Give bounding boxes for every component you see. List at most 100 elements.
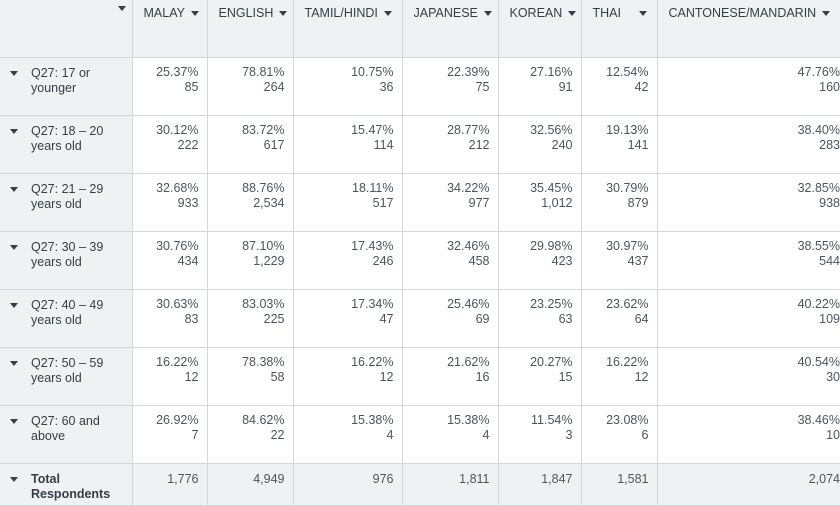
cell-percent: 38.55% [797,238,840,253]
data-cell: 23.08% 6 [580,405,657,464]
cell-count: 85 [184,79,199,94]
total-cell: 1,581 [580,463,657,506]
cell-percent: 11.54% [531,412,573,427]
chevron-down-icon[interactable] [10,418,18,424]
row-header[interactable]: Q27: 17 or younger [0,57,132,116]
column-header-thai[interactable]: THAI [580,0,657,58]
chevron-down-icon[interactable] [117,6,126,11]
row-header[interactable]: Q27: 21 – 29 years old [0,173,132,232]
cell-count: 544 [819,253,840,268]
cell-count: 222 [177,137,199,152]
data-cell: 78.81% 264 [206,57,293,116]
cell-percent: 78.38% [242,354,285,369]
cell-count: 75 [475,79,490,94]
row-label: Q27: 21 – 29 years old [31,181,104,211]
data-cell: 38.40% 283 [656,115,840,174]
cell-count: 91 [558,79,573,94]
column-header-label: CANTONESE/MANDARIN [668,6,817,20]
cell-percent: 25.37% [156,64,199,79]
chevron-down-icon[interactable] [10,128,18,134]
column-header-malay[interactable]: MALAY [131,0,207,58]
cell-percent: 23.62% [606,296,649,311]
chevron-down-icon[interactable] [10,186,18,192]
cell-count: 10 [826,427,840,442]
cell-percent: 12.54% [606,64,649,79]
column-header-cantonese-mandarin[interactable]: CANTONESE/MANDARIN [656,0,840,58]
cell-percent: 30.63% [156,296,199,311]
data-cell: 21.62% 16 [401,347,498,406]
chevron-down-icon[interactable] [10,476,18,482]
row-header[interactable]: Q27: 18 – 20 years old [0,115,132,174]
cell-percent: 30.12% [156,122,199,137]
chevron-down-icon[interactable] [483,10,492,16]
cell-percent: 32.46% [447,238,490,253]
cell-count: 7 [191,427,199,442]
row-label: Q27: 30 – 39 years old [31,239,104,269]
cell-count: 933 [177,195,199,210]
column-header-label: ENGLISH [218,6,274,20]
data-cell: 78.38% 58 [206,347,293,406]
total-cell: 976 [292,463,402,506]
cell-count: 160 [819,79,840,94]
column-header-tamil-hindi[interactable]: TAMIL/HINDI [292,0,402,58]
chevron-down-icon[interactable] [10,360,18,366]
chevron-down-icon[interactable] [638,10,647,16]
row-header[interactable]: Q27: 30 – 39 years old [0,231,132,290]
cell-count: 434 [177,253,199,268]
chevron-down-icon[interactable] [10,70,18,76]
cell-percent: 25.46% [447,296,490,311]
row-header[interactable]: Total Respondents [0,463,132,506]
column-header-korean[interactable]: KOREAN [497,0,581,58]
column-header-english[interactable]: ENGLISH [206,0,293,58]
cell-count: 2,534 [253,195,285,210]
cell-percent: 29.98% [530,238,573,253]
cell-count: 42 [634,79,649,94]
cell-count: 3 [565,427,573,442]
total-cell: 4,949 [206,463,293,506]
data-cell: 32.68% 933 [131,173,207,232]
data-cell: 26.92% 7 [131,405,207,464]
data-cell: 40.22% 109 [656,289,840,348]
data-cell: 23.62% 64 [580,289,657,348]
total-cell: 1,847 [497,463,581,506]
cell-count: 64 [634,311,649,326]
chevron-down-icon[interactable] [190,10,199,16]
data-cell: 83.72% 617 [206,115,293,174]
cell-count: 109 [819,311,840,326]
data-cell: 38.55% 544 [656,231,840,290]
cell-count: 22 [270,427,285,442]
row-header[interactable]: Q27: 40 – 49 years old [0,289,132,348]
cell-percent: 38.46% [797,412,840,427]
cell-percent: 16.22% [351,354,394,369]
chevron-down-icon[interactable] [383,10,392,16]
cell-count: 437 [627,253,649,268]
chevron-down-icon[interactable] [279,10,288,16]
cell-percent: 40.22% [797,296,840,311]
cell-count: 1,012 [541,195,573,210]
cell-percent: 17.43% [351,238,394,253]
row-header[interactable]: Q27: 50 – 59 years old [0,347,132,406]
data-cell: 25.46% 69 [401,289,498,348]
cell-percent: 30.97% [606,238,649,253]
chevron-down-icon[interactable] [10,244,18,250]
cell-percent: 78.81% [242,64,285,79]
cell-percent: 18.11% [352,180,394,195]
chevron-down-icon[interactable] [10,302,18,308]
data-cell: 20.27% 15 [497,347,581,406]
data-cell: 12.54% 42 [580,57,657,116]
chevron-down-icon[interactable] [822,10,831,16]
table-row: Q27: 21 – 29 years old 32.68% 933 88.76% 2,5… [0,173,840,232]
column-header-japanese[interactable]: JAPANESE [401,0,498,58]
cell-percent: 88.76% [242,180,285,195]
table-row: Q27: 18 – 20 years old 30.12% 222 83.72% 617… [0,115,840,174]
data-cell: 11.54% 3 [497,405,581,464]
cell-percent: 83.03% [242,296,285,311]
cell-percent: 10.75% [351,64,394,79]
cell-percent: 21.62% [447,354,490,369]
table-row: Q27: 50 – 59 years old 16.22% 12 78.38% 58 16… [0,347,840,406]
data-cell: 47.76% 160 [656,57,840,116]
chevron-down-icon[interactable] [568,10,577,16]
row-header[interactable]: Q27: 60 and above [0,405,132,464]
total-label: Total Respondents [31,471,111,501]
